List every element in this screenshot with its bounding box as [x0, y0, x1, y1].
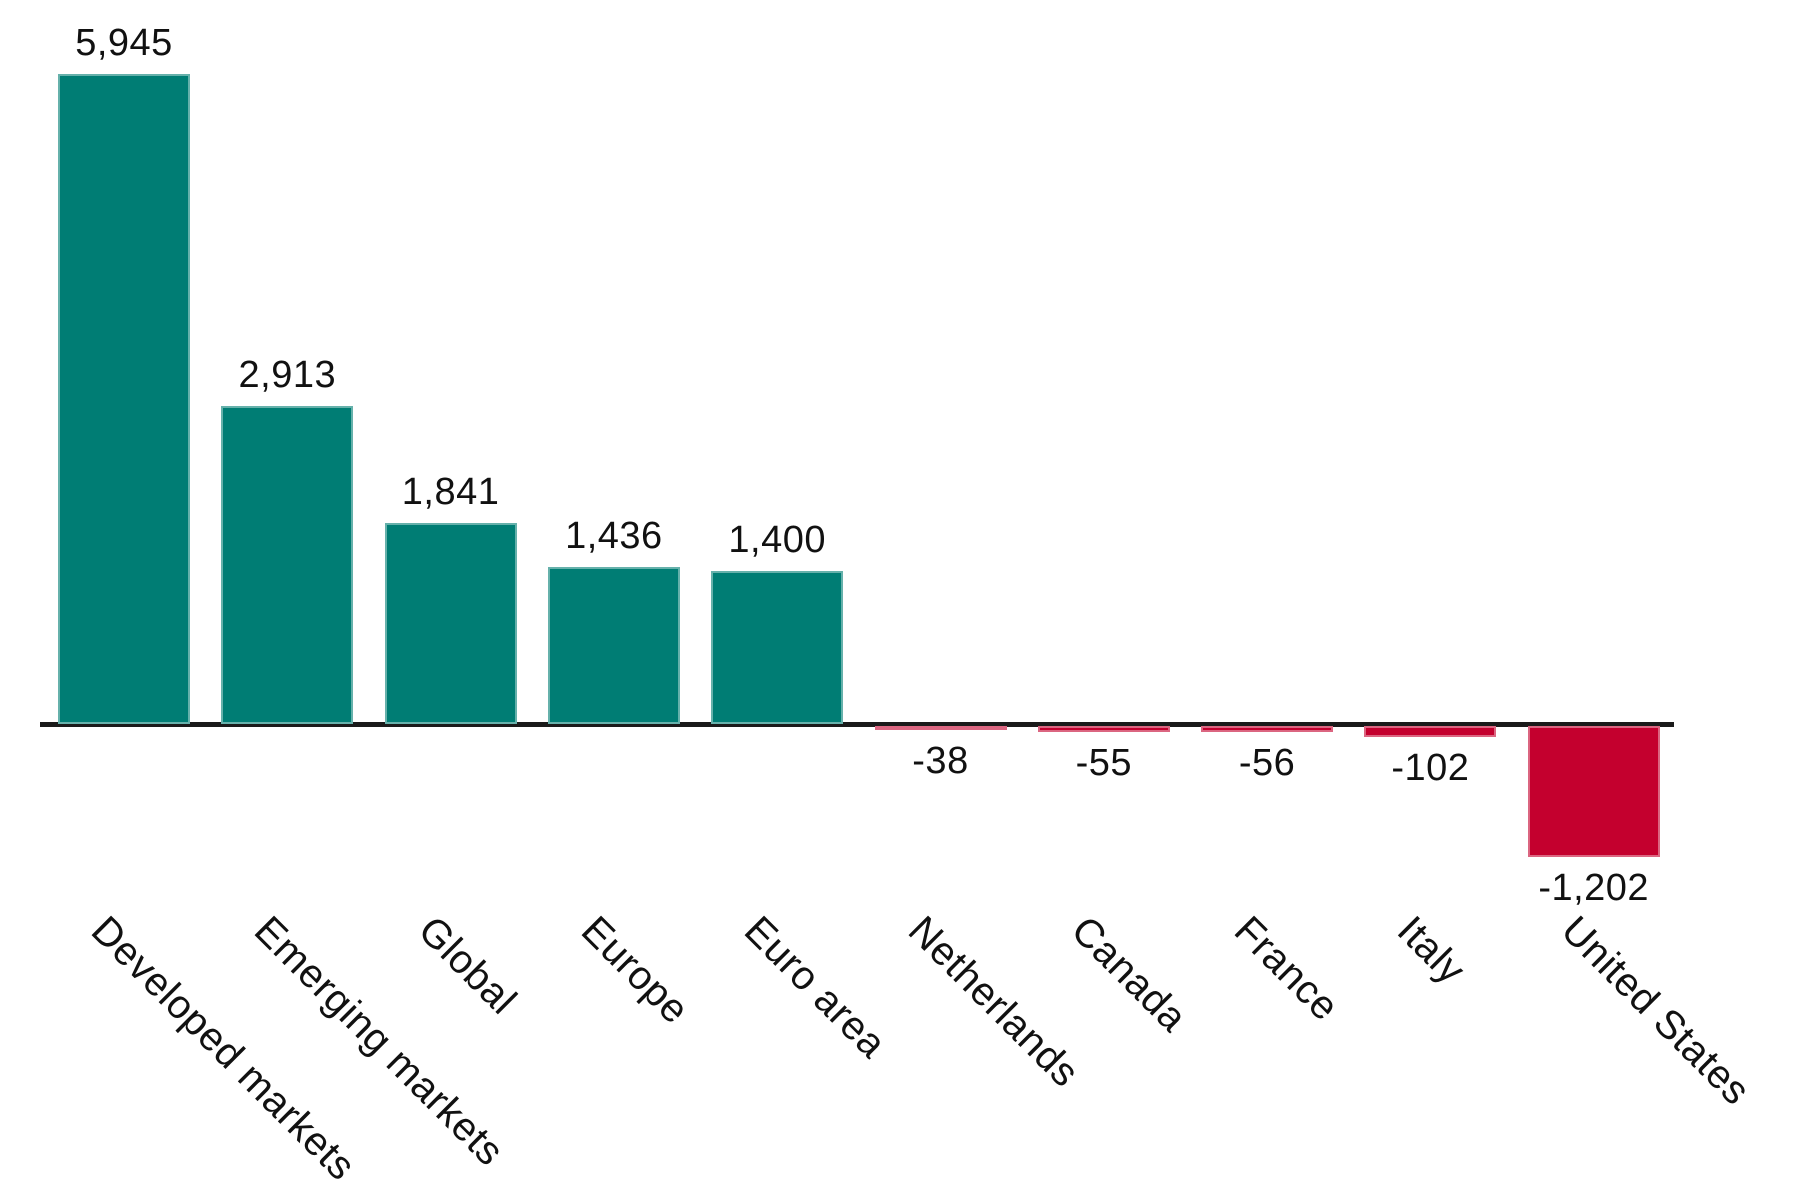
bar-developed-markets	[58, 74, 190, 724]
bar-netherlands	[874, 726, 1007, 731]
value-label-emerging-markets: 2,913	[238, 353, 337, 396]
value-label-france: -56	[1238, 742, 1296, 785]
bar-euro-area	[711, 570, 844, 724]
value-label-united-states: -1,202	[1538, 867, 1650, 910]
category-label-europe: Europe	[572, 908, 698, 1033]
bar-europe	[547, 566, 680, 724]
x-axis-line	[40, 722, 1674, 727]
bar-italy	[1364, 726, 1497, 738]
value-label-global: 1,841	[401, 470, 500, 513]
category-label-developed-markets: Developed markets	[82, 908, 364, 1189]
value-label-europe: 1,436	[565, 514, 663, 557]
category-label-canada: Canada	[1062, 908, 1196, 1041]
category-label-italy: Italy	[1389, 908, 1475, 993]
bar-united-states	[1527, 726, 1660, 858]
category-label-france: France	[1225, 908, 1348, 1030]
bar-emerging-markets	[221, 405, 354, 724]
bar-global	[384, 522, 517, 724]
bar-france	[1201, 726, 1334, 733]
value-label-italy: -102	[1391, 747, 1470, 790]
category-label-euro-area: Euro area	[736, 908, 895, 1067]
value-label-canada: -55	[1075, 742, 1132, 784]
value-label-euro-area: 1,400	[728, 518, 826, 561]
category-label-united-states: United States	[1552, 908, 1759, 1114]
value-label-developed-markets: 5,945	[75, 22, 173, 64]
value-label-netherlands: -38	[912, 740, 969, 783]
bar-canada	[1037, 726, 1170, 732]
category-label-global: Global	[409, 908, 525, 1023]
category-label-netherlands: Netherlands	[899, 908, 1087, 1096]
